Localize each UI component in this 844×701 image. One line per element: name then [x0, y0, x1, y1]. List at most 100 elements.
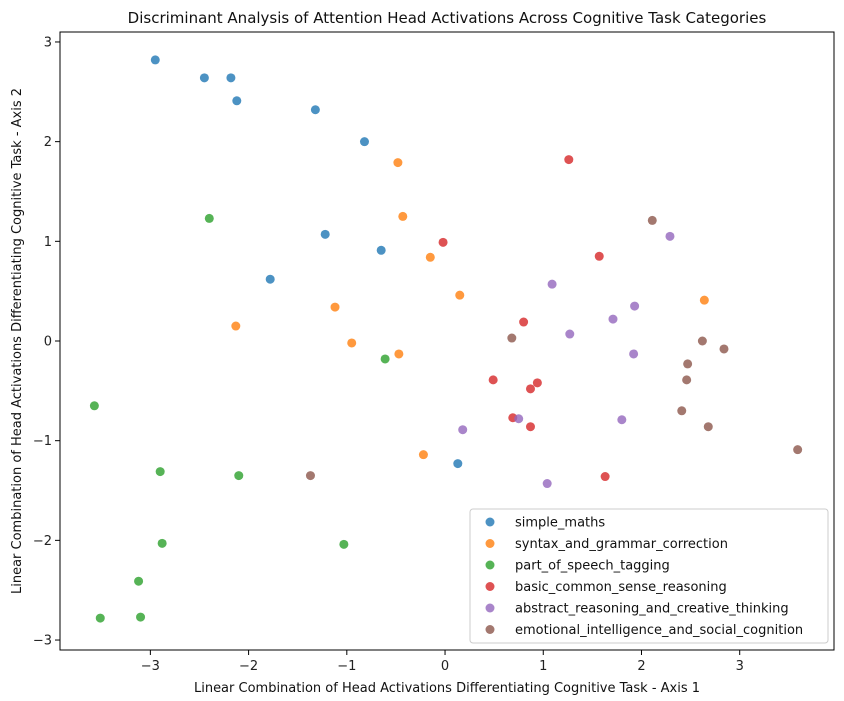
data-point: [629, 349, 639, 359]
data-point: [89, 401, 99, 411]
legend-marker: [485, 603, 495, 613]
data-point: [310, 105, 320, 115]
x-tick-label: −1: [337, 659, 356, 674]
y-axis-label: Linear Combination of Head Activations D…: [10, 88, 25, 594]
legend-label: part_of_speech_tagging: [515, 559, 670, 574]
x-tick-label: −2: [239, 659, 258, 674]
data-point: [488, 375, 498, 385]
legend: simple_maths syntax_and_grammar_correctio…: [469, 508, 829, 644]
legend-label: emotional_intelligence_and_social_cognit…: [515, 623, 803, 638]
data-point: [305, 471, 315, 481]
chart-title: Discriminant Analysis of Attention Head …: [128, 9, 767, 27]
data-point: [234, 471, 244, 481]
data-point: [594, 251, 604, 261]
series-basic-common-sense-reasoning: [438, 155, 610, 482]
data-point: [347, 338, 357, 348]
x-tick-label: 3: [736, 659, 744, 674]
data-point: [330, 302, 340, 312]
y-tick-label: 0: [44, 335, 52, 350]
points-layer: [89, 55, 803, 623]
data-point: [630, 301, 640, 311]
data-point: [320, 229, 330, 239]
data-point: [393, 158, 403, 168]
data-point: [376, 245, 386, 255]
y-tick-label: −3: [33, 634, 52, 649]
data-point: [425, 252, 435, 262]
series-syntax-and-grammar-correction: [231, 158, 709, 460]
data-point: [204, 213, 214, 223]
data-point: [600, 472, 610, 482]
data-point: [519, 317, 529, 327]
data-point: [647, 215, 657, 225]
data-point: [418, 450, 428, 460]
data-point: [265, 274, 275, 284]
data-point: [394, 349, 404, 359]
data-point: [617, 415, 627, 425]
series-abstract-reasoning-and-creative-thinking: [458, 231, 675, 489]
data-point: [793, 445, 803, 455]
data-point: [95, 613, 105, 623]
data-point: [455, 290, 465, 300]
data-point: [134, 576, 144, 586]
data-point: [458, 425, 468, 435]
legend-label: syntax_and_grammar_correction: [515, 537, 728, 552]
data-point: [703, 422, 713, 432]
x-tick-label: −3: [141, 659, 160, 674]
plot-frame: [59, 31, 835, 651]
series-emotional-intelligence-and-social-cognition: [305, 215, 803, 481]
legend-marker: [485, 560, 495, 570]
series-part-of-speech-tagging: [89, 213, 390, 623]
data-point: [438, 237, 448, 247]
data-point: [380, 354, 390, 364]
legend-label: simple_maths: [515, 516, 605, 531]
data-point: [677, 406, 687, 416]
legend-marker: [485, 582, 495, 591]
y-tick-label: −1: [33, 434, 52, 449]
data-point: [231, 321, 241, 331]
y-tick-label: −2: [33, 534, 52, 549]
y-tick-label: 2: [44, 135, 52, 150]
data-point: [157, 538, 167, 548]
legend-label: basic_common_sense_reasoning: [515, 580, 727, 595]
x-tick-label: 2: [637, 659, 645, 674]
data-point: [226, 73, 236, 83]
y-tick-label: 1: [44, 235, 52, 250]
data-point: [683, 359, 693, 369]
data-point: [565, 329, 575, 339]
legend-marker: [485, 539, 495, 548]
data-point: [525, 422, 535, 432]
data-point: [155, 467, 165, 477]
data-point: [682, 375, 692, 385]
legend-marker: [485, 625, 495, 634]
data-point: [199, 73, 209, 83]
data-point: [542, 479, 552, 489]
legend-marker: [485, 517, 495, 527]
x-tick-label: 1: [539, 659, 547, 674]
data-point: [150, 55, 160, 65]
data-point: [665, 231, 675, 241]
data-point: [232, 96, 242, 106]
data-point: [359, 137, 369, 147]
data-point: [525, 384, 535, 394]
data-point: [699, 295, 709, 305]
data-point: [398, 211, 408, 221]
legend-label: abstract_reasoning_and_creative_thinking: [515, 602, 789, 617]
legend-box: [469, 508, 829, 644]
y-tick-label: 3: [44, 35, 52, 50]
data-point: [719, 344, 729, 354]
data-point: [136, 612, 146, 622]
data-point: [514, 414, 524, 424]
data-point: [339, 539, 349, 549]
series-simple-maths: [150, 55, 463, 469]
data-point: [507, 333, 517, 343]
x-axis-label: Linear Combination of Head Activations D…: [194, 681, 700, 696]
data-point: [532, 378, 542, 388]
data-point: [608, 314, 618, 324]
data-point: [697, 336, 707, 346]
axes-layer: −3 −2 −1 0 1 2 3 −3 −2 −1 0 1 2 3: [33, 35, 744, 674]
data-point: [453, 459, 463, 469]
data-point: [547, 279, 557, 289]
x-tick-label: 0: [441, 659, 449, 674]
data-point: [564, 155, 574, 165]
